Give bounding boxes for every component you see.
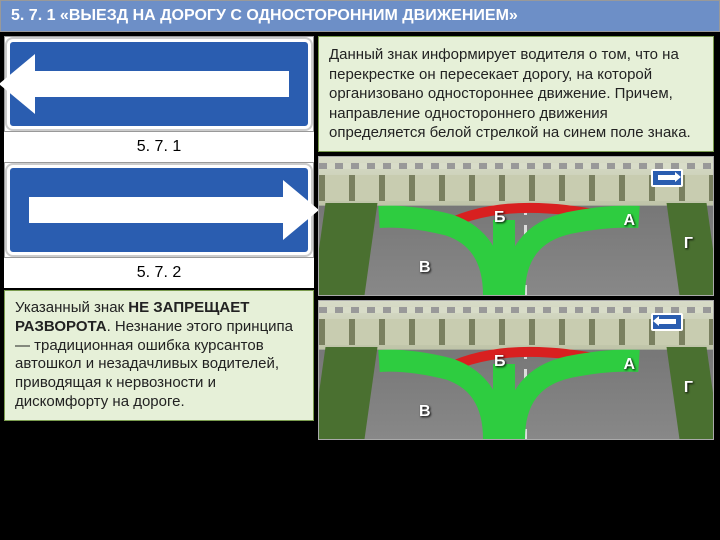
letter-b-1: Б [494, 209, 506, 227]
right-column: Данный знак информирует водителя о том, … [318, 36, 714, 440]
letter-v-2: В [419, 403, 431, 421]
letter-a-2: А [623, 356, 635, 374]
mini-arrow-left-icon [658, 319, 676, 324]
arrow-right-icon [29, 197, 289, 223]
sign-571-box [4, 36, 314, 132]
sign-572-box [4, 162, 314, 258]
mini-arrow-right-icon [658, 175, 676, 180]
sign-572-label: 5. 7. 2 [4, 258, 314, 288]
letter-g-2: Г [684, 379, 693, 397]
letter-a-1: А [623, 212, 635, 230]
green-path-1 [369, 185, 649, 295]
letter-b-2: Б [494, 353, 506, 371]
sign-571-label: 5. 7. 1 [4, 132, 314, 162]
mini-sign-left [651, 313, 683, 331]
sign-572 [7, 165, 311, 255]
scene-1: Б А Г В [318, 156, 714, 296]
mini-sign-right [651, 169, 683, 187]
header-title: 5. 7. 1 «ВЫЕЗД НА ДОРОГУ С ОДНОСТОРОННИМ… [11, 7, 518, 24]
scene-2: Б А Г В [318, 300, 714, 440]
arrow-left-icon [29, 71, 289, 97]
info-bottom-pre: Указанный знак [15, 299, 128, 316]
scenes: Б А Г В [318, 156, 714, 440]
green-path-2 [369, 329, 649, 439]
info-bottom-box: Указанный знак НЕ ЗАПРЕЩАЕТ РАЗВОРОТА. Н… [4, 290, 314, 421]
left-column: 5. 7. 1 5. 7. 2 Указанный знак НЕ ЗАПРЕЩ… [4, 36, 314, 440]
sign-571 [7, 39, 311, 129]
info-top-box: Данный знак информирует водителя о том, … [318, 36, 714, 152]
info-top-text: Данный знак информирует водителя о том, … [329, 46, 691, 141]
letter-v-1: В [419, 259, 431, 277]
main-layout: 5. 7. 1 5. 7. 2 Указанный знак НЕ ЗАПРЕЩ… [0, 32, 720, 444]
page-header: 5. 7. 1 «ВЫЕЗД НА ДОРОГУ С ОДНОСТОРОННИМ… [0, 0, 720, 32]
letter-g-1: Г [684, 235, 693, 253]
